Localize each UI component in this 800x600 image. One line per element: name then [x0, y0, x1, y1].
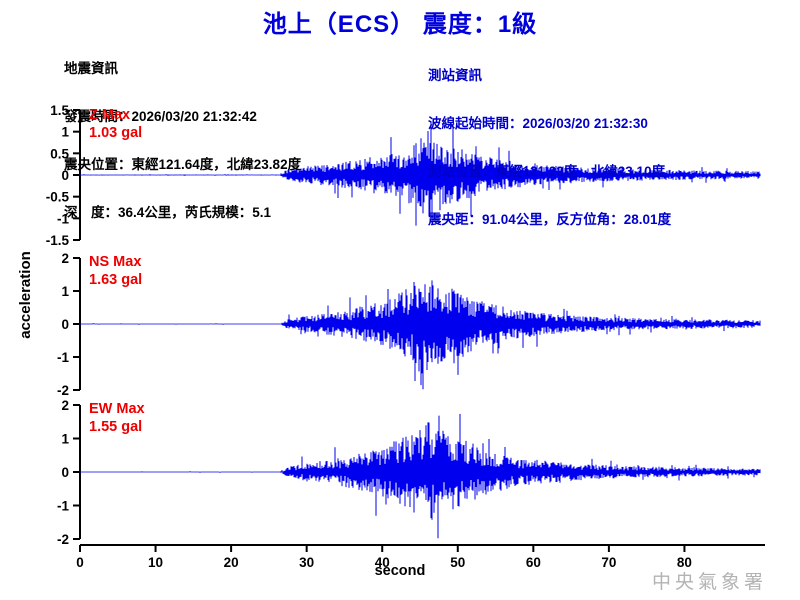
y-tick-label: -1 [57, 350, 69, 365]
x-tick-label: 60 [526, 555, 541, 570]
trace-ns-max-title: NS Max [89, 254, 142, 270]
trace-ew-max-value: 1.55 gal [89, 419, 143, 435]
waveform-trace-ew [79, 413, 761, 539]
y-tick-label: -0.5 [46, 190, 70, 205]
trace-z-max-title: Z Max [89, 107, 131, 123]
x-tick-label: 70 [601, 555, 616, 570]
y-axis-label: acceleration [17, 251, 34, 339]
x-tick-label: 50 [450, 555, 465, 570]
event-info-block: 地震資訊 發震時間：2026/03/20 21:32:42 震央位置：東經121… [64, 29, 301, 253]
y-tick-label: -1.5 [46, 233, 70, 248]
event-info-origin-time: 發震時間：2026/03/20 21:32:42 [64, 109, 257, 124]
trace-ew-max-title: EW Max [89, 401, 145, 417]
event-info-depth-magnitude: 深 度：36.4公里，芮氏規模：5.1 [64, 205, 272, 220]
y-tick-label: 1 [61, 284, 69, 299]
y-tick-label: 0.5 [50, 146, 69, 161]
station-info-location: 測站位置：東經121.22度，北緯23.10度 [428, 164, 666, 179]
station-info-heading: 測站資訊 [428, 68, 482, 83]
agency-watermark: 中央氣象署 [652, 572, 768, 593]
station-info-distance-azimuth: 震央距：91.04公里，反方位角：28.01度 [428, 212, 672, 227]
event-info-heading: 地震資訊 [64, 61, 118, 76]
page-title: 池上（ECS） 震度：1級 [262, 11, 538, 38]
trace-label-ew-max: EW Max 1.55 gal [89, 400, 145, 436]
station-info-wave-start-time: 波線起始時間：2026/03/20 21:32:30 [428, 116, 648, 131]
y-tick-label: 0 [61, 317, 69, 332]
x-tick-label: 10 [148, 555, 163, 570]
y-tick-label: 0 [61, 465, 69, 480]
x-tick-label: 20 [224, 555, 239, 570]
y-tick-label: -2 [57, 532, 69, 547]
x-tick-label: 80 [677, 555, 692, 570]
x-tick-label: 0 [76, 555, 84, 570]
trace-ns-max-value: 1.63 gal [89, 272, 143, 288]
y-tick-label: 1.5 [50, 103, 69, 118]
event-info-epicenter: 震央位置：東經121.64度，北緯23.82度 [64, 157, 302, 172]
y-tick-label: -1 [57, 211, 69, 226]
y-tick-label: 2 [61, 251, 69, 266]
waveform-trace-z [79, 122, 761, 226]
y-tick-label: -1 [57, 499, 69, 514]
y-tick-label: -2 [57, 383, 69, 398]
y-tick-label: 2 [61, 398, 69, 413]
y-tick-label: 1 [61, 125, 69, 140]
x-tick-label: 40 [375, 555, 390, 570]
x-tick-label: 30 [299, 555, 314, 570]
trace-z-max-value: 1.03 gal [89, 125, 143, 141]
y-tick-label: 0 [61, 168, 69, 183]
x-axis-label: second [374, 563, 426, 579]
trace-label-z-max: Z Max 1.03 gal [89, 106, 142, 142]
station-info-block: 測站資訊 波線起始時間：2026/03/20 21:32:30 測站位置：東經1… [428, 36, 671, 260]
trace-label-ns-max: NS Max 1.63 gal [89, 253, 142, 289]
y-tick-label: 1 [61, 432, 69, 447]
waveform-trace-ns [79, 280, 761, 390]
